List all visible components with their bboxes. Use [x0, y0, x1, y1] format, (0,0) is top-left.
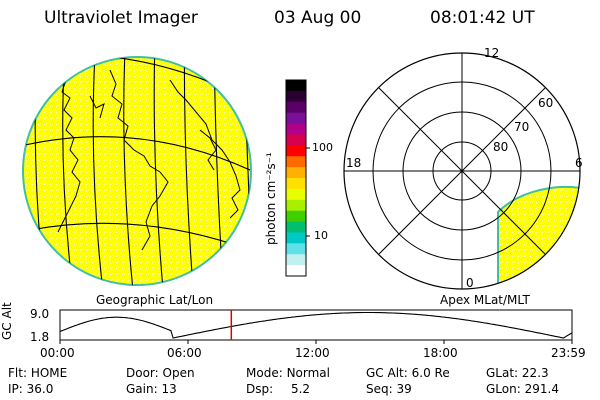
status-mode: Mode: Normal: [246, 366, 330, 380]
colorbar-stripe: [286, 80, 306, 92]
status-gcalt: GC Alt: 6.0 Re: [366, 366, 450, 380]
coastlines: [57, 69, 241, 251]
orbit-xtick-2359: 23:59: [551, 346, 586, 360]
status-gain-value: 13: [161, 382, 177, 396]
status-ip-value: 36.0: [26, 382, 54, 396]
colorbar-stripe: [286, 178, 306, 190]
orbit-axis-label: GC Alt: [0, 302, 14, 340]
status-flt-value: HOME: [30, 366, 68, 380]
status-mode-value: Normal: [286, 366, 330, 380]
status-gain: Gain: 13: [126, 382, 177, 396]
status-ip-key: IP:: [8, 382, 23, 396]
colorbar-stripe: [286, 156, 306, 168]
status-flt: Flt: HOME: [8, 366, 67, 380]
orbit-ytick-min: 1.8: [30, 330, 50, 344]
globe-disk: [22, 56, 252, 286]
status-dsp-value: 5.2: [290, 382, 311, 396]
status-gain-key: Gain:: [126, 382, 158, 396]
colorbar-stripe: [286, 134, 306, 146]
colorbar-stripe: [286, 232, 306, 244]
status-dsp-key: Dsp:: [246, 382, 274, 396]
colorbar-tick-100: 100: [312, 141, 333, 154]
orbit-xtick-0600: 06:00: [167, 346, 202, 360]
status-door-key: Door:: [126, 366, 159, 380]
right-panel-caption: Apex MLat/MLT: [440, 293, 530, 307]
status-flt-key: Flt:: [8, 366, 27, 380]
colorbar-stripe: [286, 145, 306, 157]
status-glat-value: 22.3: [521, 366, 549, 380]
colorbar-stripe: [286, 123, 306, 135]
colorbar-unit-label: photon cm⁻²s⁻¹: [264, 152, 278, 245]
mlt-label-0: 0: [466, 276, 474, 290]
time-display: 08:01:42 UT: [430, 8, 535, 28]
status-glon-value: 291.4: [524, 382, 559, 396]
colorbar-tick-10: 10: [314, 229, 328, 242]
colorbar-stripe: [286, 167, 306, 179]
status-glon: GLon: 291.4: [486, 382, 559, 396]
orbit-altitude-plot: [59, 309, 573, 344]
colorbar: [285, 79, 310, 277]
status-door-value: Open: [162, 366, 195, 380]
apex-polar-plot: [343, 52, 581, 290]
status-door: Door: Open: [126, 366, 195, 380]
auroral-oval-fill: [497, 185, 580, 289]
colorbar-stripe: [286, 265, 306, 277]
colorbar-stripe: [286, 90, 306, 103]
status-mode-key: Mode:: [246, 366, 283, 380]
colorbar-stripe: [286, 254, 306, 266]
status-ip: IP: 36.0: [8, 382, 53, 396]
mlt-label-6: 6: [575, 156, 583, 170]
status-glat-key: GLat:: [486, 366, 519, 380]
status-glat: GLat: 22.3: [486, 366, 549, 380]
mlt-label-12: 12: [484, 46, 500, 60]
colorbar-stripe: [286, 199, 306, 212]
orbit-ytick-max: 9.0: [30, 307, 50, 321]
colorbar-stripe: [286, 112, 306, 125]
status-seq: Seq: 39: [366, 382, 412, 396]
colorbar-stripe: [286, 210, 306, 223]
orbit-xtick-1200: 12:00: [295, 346, 330, 360]
colorbar-stripe: [286, 101, 306, 114]
status-seq-key: Seq:: [366, 382, 393, 396]
mlat-label-60: 60: [538, 96, 554, 110]
app-title: Ultraviolet Imager: [44, 8, 198, 28]
status-glon-key: GLon:: [486, 382, 521, 396]
orbit-altitude-curve: [59, 311, 573, 339]
colorbar-stripe: [286, 221, 306, 233]
orbit-xtick-0000: 00:00: [40, 346, 75, 360]
status-dsp: Dsp: 5.2: [246, 382, 310, 396]
mlat-label-70: 70: [514, 120, 530, 134]
orbit-xtick-1800: 18:00: [423, 346, 458, 360]
mlat-label-80: 80: [493, 140, 509, 154]
mlt-label-18: 18: [346, 156, 362, 170]
date-display: 03 Aug 00: [274, 8, 362, 28]
geographic-globe: [22, 56, 252, 286]
status-gcalt-value: 6.0 Re: [411, 366, 450, 380]
status-gcalt-key: GC Alt:: [366, 366, 408, 380]
colorbar-stripe: [286, 188, 306, 201]
colorbar-stripe: [286, 243, 306, 255]
left-panel-caption: Geographic Lat/Lon: [96, 293, 214, 307]
status-seq-value: 39: [396, 382, 412, 396]
